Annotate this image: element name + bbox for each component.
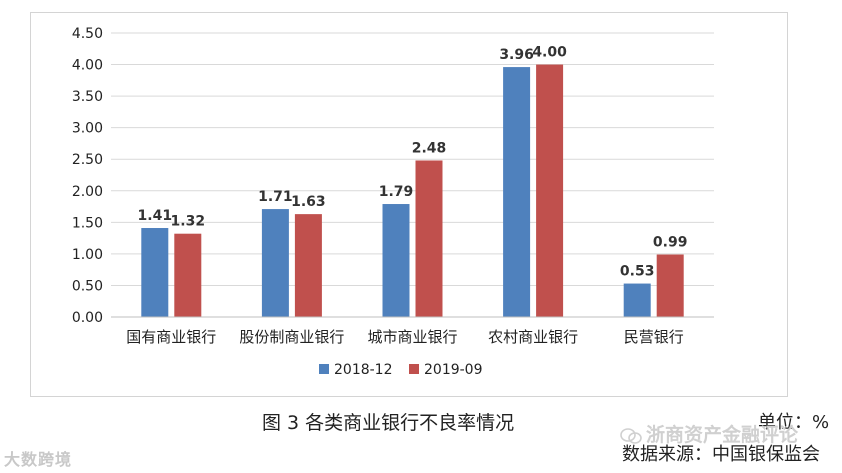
- watermark-right-text: 浙商资产金融评论: [646, 424, 799, 446]
- x-tick-label-3: 城市商业银行: [367, 328, 457, 346]
- data-label-1-2: 1.71: [258, 189, 293, 205]
- bar-chart: 0.00 0.50 1.00 1.50 2.00 2.50 3.00 3.50 4.00 4.50…: [72, 26, 714, 378]
- bar-2-1: [174, 233, 202, 317]
- data-label-2-2: 1.63: [291, 194, 326, 210]
- y-tick-label-6: 3.00: [72, 121, 103, 137]
- y-tick-label-1: 0.50: [72, 278, 103, 294]
- x-tick-label-1: 国有商业银行: [126, 328, 216, 346]
- data-label-2-1: 1.32: [171, 214, 206, 230]
- y-tick-label-5: 2.50: [72, 152, 103, 168]
- x-tick-label-5: 民营银行: [624, 328, 684, 346]
- y-tick-label-2: 1.00: [72, 247, 103, 263]
- x-tick-label-4: 农村商业银行: [488, 328, 578, 346]
- bar-1-4: [503, 67, 531, 317]
- bar-2-2: [294, 214, 322, 317]
- y-tick-label-8: 4.00: [72, 58, 103, 74]
- bar-2-4: [536, 64, 564, 317]
- bar-1-1: [141, 228, 169, 317]
- data-label-2-3: 2.48: [412, 140, 447, 156]
- bar-2-5: [656, 254, 684, 317]
- source-note: 数据来源：中国银保监会: [622, 444, 820, 465]
- legend-label-1: 2018-12: [334, 362, 393, 378]
- y-tick-label-3: 1.50: [72, 215, 103, 231]
- y-tick-label-9: 4.50: [72, 26, 103, 42]
- data-label-1-1: 1.41: [138, 208, 173, 224]
- watermark-left: 大数跨境: [4, 450, 73, 469]
- unit-label: 单位：%: [758, 412, 830, 433]
- chart-frame: 0.00 0.50 1.00 1.50 2.00 2.50 3.00 3.50 4.00 4.50…: [30, 12, 788, 397]
- wechat-icon: [620, 427, 642, 444]
- data-label-1-4: 3.96: [499, 47, 534, 63]
- data-label-1-5: 0.53: [620, 264, 655, 280]
- bar-1-3: [382, 204, 410, 317]
- y-tick-label-0: 0.00: [72, 310, 103, 326]
- data-label-2-5: 0.99: [653, 235, 688, 251]
- watermark-right: 浙商资产金融评论: [620, 420, 798, 447]
- y-tick-label-7: 3.50: [72, 89, 103, 105]
- legend-swatch-2: [409, 364, 419, 374]
- y-tick-label-4: 2.00: [72, 184, 103, 200]
- legend-label-2: 2019-09: [424, 362, 483, 378]
- legend-swatch-1: [319, 364, 329, 374]
- figure-caption: 图 3 各类商业银行不良率情况: [262, 412, 515, 434]
- bar-2-3: [415, 160, 443, 317]
- data-label-2-4: 4.00: [532, 45, 567, 61]
- data-label-1-3: 1.79: [379, 184, 414, 200]
- bar-1-2: [261, 209, 289, 317]
- bar-1-5: [623, 283, 651, 317]
- x-tick-label-2: 股份制商业银行: [239, 328, 344, 346]
